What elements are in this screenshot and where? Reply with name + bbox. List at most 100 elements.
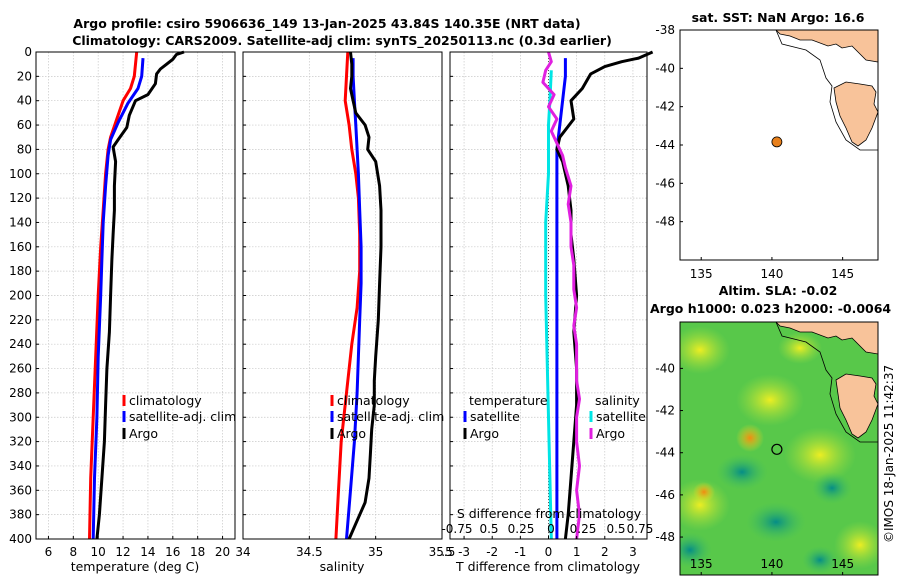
mainland-australia: [775, 29, 879, 63]
x-tick-label: 34.5: [296, 545, 323, 559]
argo-location-marker: [771, 136, 783, 148]
x-tick-label: -3: [458, 545, 470, 559]
sla-map-subtitle: Argo h1000: 0.023 h2000: -0.0064: [650, 301, 891, 316]
y-tick-label: 280: [9, 386, 32, 400]
legend-label-climatology: climatology: [129, 393, 202, 408]
series-line-t-satellite: [555, 58, 567, 539]
series-line-s-satellite: [544, 70, 553, 540]
x-tick-label: 14: [140, 545, 155, 559]
salinity-panel: 34 34.5 35 35.5 salinity climatology satell…: [235, 51, 456, 574]
y-tick-label: -44: [655, 138, 675, 152]
sla-yellow-anomaly: [784, 427, 856, 483]
x-tick-label: 3: [629, 545, 637, 559]
tasmania: [835, 373, 878, 439]
x-tick-label: 145: [831, 267, 854, 281]
y-tick-label: 0: [24, 45, 32, 59]
y-tick-label: -46: [655, 488, 675, 502]
difference-xlabel: T difference from climatology: [455, 559, 641, 574]
y-tick-label: 20: [17, 69, 32, 83]
y-tick-label: -38: [655, 23, 675, 37]
sla-yellow-anomaly: [778, 332, 822, 364]
y-tick-label: 220: [9, 313, 32, 327]
title-line2: Climatology: CARS2009. Satellite-adj cli…: [72, 33, 612, 49]
y-tick-label: -40: [655, 61, 675, 75]
sla-yellow-anomaly: [834, 521, 878, 569]
y-tick-label: -48: [655, 530, 675, 544]
y-tick-label: -46: [655, 176, 675, 190]
sla-heatmap: [680, 322, 878, 575]
y-tick-label: -44: [655, 446, 675, 460]
y-tick-label: 180: [9, 264, 32, 278]
difference-panel: -3 -2 -1 0 1 2 3 .5 T difference from climatolo…: [441, 50, 654, 574]
legend-label-s-argo: Argo: [596, 426, 625, 441]
y-tick-label: -40: [655, 361, 675, 375]
salinity-tick-labels: 34 34.5 35 35.5: [235, 51, 456, 559]
legend-label-argo: Argo: [129, 426, 158, 441]
y-tick-label: 140: [9, 215, 32, 229]
s-tick-label: 0.5: [606, 522, 625, 536]
temperature-panel: 0 20 40 60 80 100 120 140 160 180 200 220 240 260 280 3…: [9, 45, 236, 574]
series-line-argo: [95, 50, 185, 540]
s-tick-label: 0: [547, 522, 555, 536]
sla-map-title: Altim. SLA: -0.02: [719, 283, 838, 298]
y-tick-label: -48: [655, 215, 675, 229]
temperature-grid: [36, 51, 235, 540]
imos-watermark: ©IMOS 18-Jan-2025 11:42:37: [882, 365, 896, 543]
sla-map-axes-box: [679, 321, 879, 576]
x-tick-label: 6: [45, 545, 53, 559]
series-line-satellite-adj-clim: [91, 57, 145, 540]
y-tick-label: 120: [9, 191, 32, 205]
legend-label-t-argo: Argo: [470, 426, 499, 441]
salinity-xlabel: salinity: [320, 559, 365, 574]
difference-legend: temperature salinity satellite Argo sate…: [463, 393, 646, 441]
sla-low-anomaly: [716, 454, 768, 490]
s-difference-label: S difference from climatology: [457, 506, 642, 521]
y-tick-label: 240: [9, 337, 32, 351]
y-tick-label: 80: [17, 142, 32, 156]
temperature-legend: climatology satellite-adj. clim Argo: [122, 393, 236, 441]
s-tick-label: 0.75: [627, 522, 654, 536]
legend-label-satellite: satellite-adj. clim: [129, 409, 236, 424]
sla-map-panel: Altim. SLA: -0.02 Argo h1000: 0.023 h200…: [650, 283, 891, 576]
x-tick-label: -2: [486, 545, 498, 559]
y-tick-label: 160: [9, 240, 32, 254]
y-tick-label: 300: [9, 410, 32, 424]
temperature-xlabel: temperature (deg C): [71, 559, 200, 574]
salinity-lines: [334, 51, 383, 540]
mainland-australia: [775, 322, 878, 355]
x-tick-label: 0: [545, 545, 553, 559]
legend-title-salinity: salinity: [595, 393, 640, 408]
x-tick-label: 10: [91, 545, 106, 559]
sst-map-title: sat. SST: NaN Argo: 16.6: [692, 10, 865, 25]
series-line-s-argo: [541, 51, 581, 540]
sla-low-anomaly: [802, 546, 838, 574]
temperature-lines: [88, 50, 185, 540]
y-tick-label: 400: [9, 532, 32, 546]
sla-low-anomaly: [680, 532, 712, 568]
x-tick-label: .5: [441, 545, 452, 559]
x-tick-label: 145: [831, 557, 854, 571]
s-tick-label: 0.5: [479, 522, 498, 536]
sla-low-anomaly: [812, 472, 852, 504]
legend-label-t-satellite: satellite: [470, 409, 520, 424]
x-tick-label: 8: [69, 545, 77, 559]
x-tick-label: 1: [573, 545, 581, 559]
x-tick-label: 20: [215, 545, 230, 559]
x-tick-label: 12: [115, 545, 130, 559]
x-tick-label: -1: [514, 545, 526, 559]
argo-location-marker: [771, 443, 783, 455]
legend-label-satellite: satellite-adj. clim: [337, 409, 444, 424]
y-tick-label: 340: [9, 459, 32, 473]
x-tick-label: 35.5: [429, 545, 456, 559]
difference-tick-labels: -3 -2 -1 0 1 2 3 .5: [441, 51, 637, 559]
sla-yellow-anomaly: [680, 326, 730, 374]
y-tick-label: 60: [17, 118, 32, 132]
x-tick-label: 135: [690, 267, 713, 281]
y-tick-label: 200: [9, 289, 32, 303]
temperature-tick-labels: 0 20 40 60 80 100 120 140 160 180 200 220 240 260 280 3…: [9, 45, 230, 559]
x-tick-label: 2: [601, 545, 609, 559]
shelf-contour: [775, 322, 878, 443]
y-tick-label: 40: [17, 94, 32, 108]
y-tick-label: 260: [9, 362, 32, 376]
